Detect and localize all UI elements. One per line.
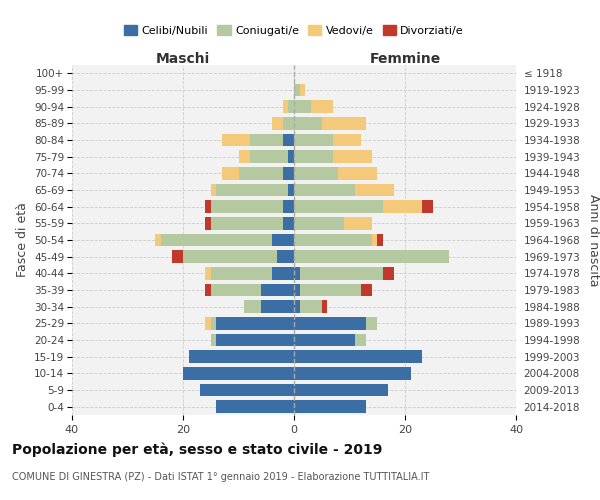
- Bar: [289, 100, 294, 113]
- Bar: [238, 167, 283, 179]
- Bar: [200, 384, 294, 396]
- Bar: [294, 184, 355, 196]
- Bar: [239, 150, 250, 163]
- Bar: [211, 267, 272, 280]
- Bar: [289, 184, 294, 196]
- Bar: [172, 250, 183, 263]
- Bar: [355, 334, 366, 346]
- Bar: [322, 300, 328, 313]
- Bar: [383, 267, 394, 280]
- Bar: [333, 134, 361, 146]
- Bar: [211, 184, 216, 196]
- Bar: [344, 217, 372, 230]
- Bar: [294, 167, 338, 179]
- Bar: [294, 117, 322, 130]
- Bar: [283, 200, 294, 213]
- Bar: [299, 284, 361, 296]
- Bar: [205, 200, 211, 213]
- Bar: [294, 267, 299, 280]
- Bar: [244, 300, 260, 313]
- Bar: [294, 200, 383, 213]
- Bar: [260, 300, 294, 313]
- Text: Femmine: Femmine: [370, 52, 440, 66]
- Bar: [272, 234, 294, 246]
- Bar: [294, 317, 366, 330]
- Bar: [250, 134, 283, 146]
- Bar: [205, 284, 211, 296]
- Legend: Celibi/Nubili, Coniugati/e, Vedovi/e, Divorziati/e: Celibi/Nubili, Coniugati/e, Vedovi/e, Di…: [121, 22, 467, 39]
- Bar: [294, 100, 311, 113]
- Bar: [216, 184, 289, 196]
- Bar: [155, 234, 161, 246]
- Bar: [222, 134, 250, 146]
- Bar: [211, 284, 260, 296]
- Bar: [161, 234, 272, 246]
- Bar: [183, 367, 294, 380]
- Bar: [299, 300, 322, 313]
- Bar: [283, 217, 294, 230]
- Bar: [294, 334, 355, 346]
- Bar: [283, 100, 289, 113]
- Bar: [211, 317, 216, 330]
- Bar: [366, 317, 377, 330]
- Bar: [294, 234, 372, 246]
- Bar: [289, 150, 294, 163]
- Bar: [283, 167, 294, 179]
- Bar: [216, 317, 294, 330]
- Bar: [422, 200, 433, 213]
- Bar: [294, 384, 388, 396]
- Bar: [211, 217, 283, 230]
- Bar: [294, 217, 344, 230]
- Bar: [372, 234, 377, 246]
- Bar: [383, 200, 422, 213]
- Bar: [294, 150, 333, 163]
- Bar: [205, 267, 211, 280]
- Bar: [294, 350, 422, 363]
- Bar: [338, 167, 377, 179]
- Y-axis label: Fasce di età: Fasce di età: [16, 202, 29, 278]
- Bar: [294, 134, 333, 146]
- Bar: [322, 117, 366, 130]
- Bar: [272, 117, 283, 130]
- Bar: [294, 300, 299, 313]
- Bar: [216, 334, 294, 346]
- Bar: [294, 250, 449, 263]
- Bar: [283, 117, 294, 130]
- Bar: [277, 250, 294, 263]
- Bar: [311, 100, 333, 113]
- Bar: [294, 284, 299, 296]
- Bar: [272, 267, 294, 280]
- Bar: [333, 150, 372, 163]
- Bar: [260, 284, 294, 296]
- Bar: [294, 400, 366, 413]
- Text: COMUNE DI GINESTRA (PZ) - Dati ISTAT 1° gennaio 2019 - Elaborazione TUTTITALIA.I: COMUNE DI GINESTRA (PZ) - Dati ISTAT 1° …: [12, 472, 430, 482]
- Bar: [361, 284, 372, 296]
- Bar: [299, 267, 383, 280]
- Bar: [283, 134, 294, 146]
- Bar: [188, 350, 294, 363]
- Bar: [216, 400, 294, 413]
- Bar: [250, 150, 289, 163]
- Bar: [299, 84, 305, 96]
- Text: Maschi: Maschi: [156, 52, 210, 66]
- Bar: [294, 367, 410, 380]
- Y-axis label: Anni di nascita: Anni di nascita: [587, 194, 600, 286]
- Bar: [377, 234, 383, 246]
- Bar: [294, 84, 299, 96]
- Bar: [211, 200, 283, 213]
- Bar: [205, 317, 211, 330]
- Bar: [183, 250, 277, 263]
- Bar: [211, 334, 216, 346]
- Bar: [222, 167, 239, 179]
- Text: Popolazione per età, sesso e stato civile - 2019: Popolazione per età, sesso e stato civil…: [12, 442, 382, 457]
- Bar: [355, 184, 394, 196]
- Bar: [205, 217, 211, 230]
